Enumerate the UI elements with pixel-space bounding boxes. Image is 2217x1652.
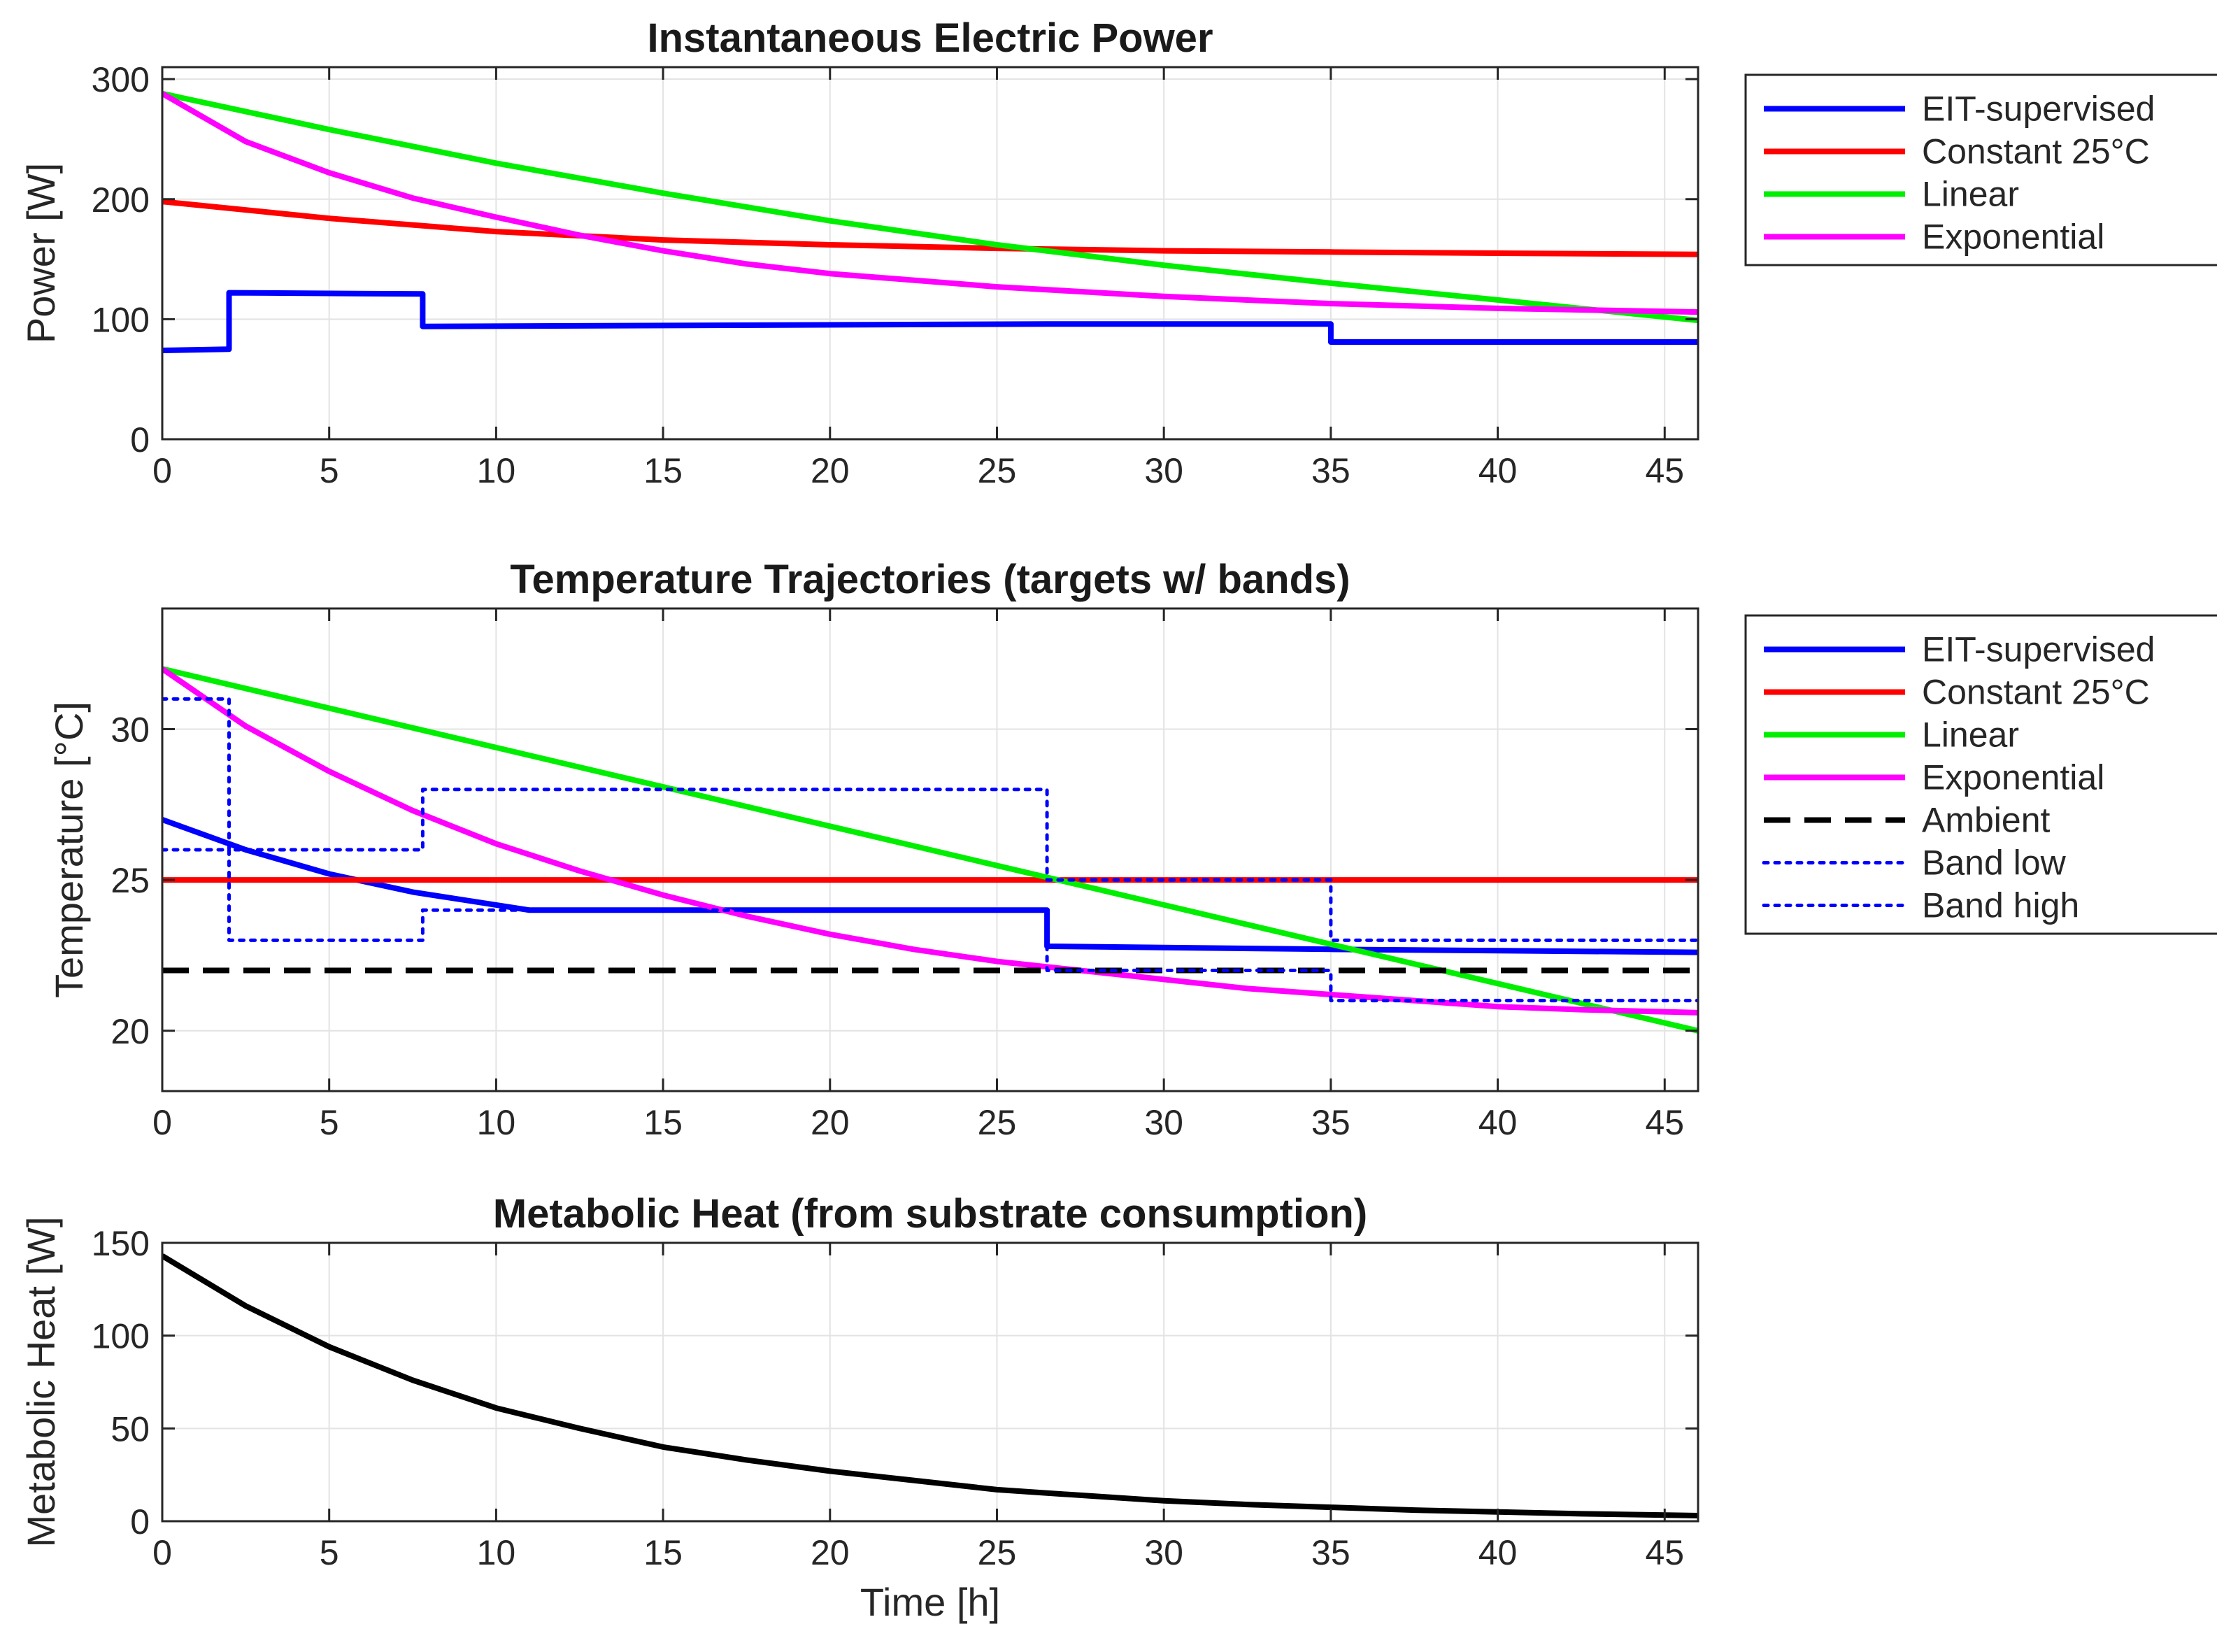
power-xtick-label: 15 xyxy=(643,451,683,490)
metabolic-xtick-label: 25 xyxy=(978,1533,1017,1572)
power-legend-label: Exponential xyxy=(1922,218,2104,257)
power-xtick-label: 30 xyxy=(1144,451,1183,490)
temperature-series-eit-supervised xyxy=(162,817,1698,955)
power-series-eit-supervised xyxy=(162,290,1698,353)
temperature-ytick-label: 25 xyxy=(111,861,150,900)
metabolic-ytick-label: 100 xyxy=(92,1317,150,1356)
power-title: Instantaneous Electric Power xyxy=(647,15,1213,61)
metabolic-series-metabolic-heat xyxy=(162,1253,1698,1518)
power-xtick-label: 20 xyxy=(811,451,850,490)
metabolic-xtick-label: 10 xyxy=(477,1533,516,1572)
metabolic-xtick-label: 15 xyxy=(643,1533,683,1572)
metabolic-xtick-label: 5 xyxy=(320,1533,339,1572)
metabolic-xtick-label: 30 xyxy=(1144,1533,1183,1572)
temperature-xtick-label: 40 xyxy=(1478,1103,1518,1142)
metabolic-xtick-label: 0 xyxy=(152,1533,172,1572)
temperature-xtick-label: 0 xyxy=(152,1103,172,1142)
power-xtick-label: 35 xyxy=(1311,451,1350,490)
power-series-linear xyxy=(162,90,1698,324)
power-ytick-label: 100 xyxy=(92,300,150,339)
temperature-ytick-label: 30 xyxy=(111,711,150,750)
temperature-series-band-high xyxy=(162,697,1698,942)
temperature-xtick-label: 20 xyxy=(811,1103,850,1142)
temperature-xtick-label: 30 xyxy=(1144,1103,1183,1142)
temperature-axes-box xyxy=(161,607,1699,1092)
metabolic-ytick-label: 50 xyxy=(111,1409,150,1448)
temperature-xtick-label: 10 xyxy=(477,1103,516,1142)
temperature-legend-label: Band low xyxy=(1922,843,2067,883)
metabolic-title: Metabolic Heat (from substrate consumpti… xyxy=(493,1191,1367,1237)
temperature-chart: 0 5 10 15 20 25 30 35 40 45 20 25 30 Temperature Traj… xyxy=(47,557,2217,1142)
temperature-legend-label: Ambient xyxy=(1922,801,2051,840)
temperature-xtick-label: 45 xyxy=(1645,1103,1684,1142)
metabolic-xlabel: Time [h] xyxy=(860,1580,1000,1624)
power-legend-label: Constant 25°C xyxy=(1922,132,2150,171)
metabolic-xtick-label: 35 xyxy=(1311,1533,1350,1572)
metabolic-xtick-label: 45 xyxy=(1645,1533,1684,1572)
power-legend-label: Linear xyxy=(1922,175,2019,214)
power-xtick-label: 10 xyxy=(477,451,516,490)
power-ytick-label: 200 xyxy=(92,180,150,220)
metabolic-axes-box xyxy=(161,1241,1699,1523)
power-legend-label: EIT-supervised xyxy=(1922,90,2155,129)
temperature-xtick-label: 25 xyxy=(978,1103,1017,1142)
power-chart: 0 5 10 15 20 25 30 35 40 45 0 100 200 300 Instantaneou… xyxy=(19,15,2217,490)
power-ytick-label: 0 xyxy=(130,420,150,460)
temperature-legend-label: Exponential xyxy=(1922,758,2104,797)
temperature-legend: EIT-supervised Constant 25°CLinearExponen… xyxy=(1744,614,2217,935)
temperature-ytick-label: 20 xyxy=(111,1012,150,1051)
power-xtick-label: 25 xyxy=(978,451,1017,490)
temperature-xtick-label: 35 xyxy=(1311,1103,1350,1142)
temperature-legend-label: Linear xyxy=(1922,715,2019,755)
temperature-legend-label: Constant 25°C xyxy=(1922,673,2150,712)
power-xtick-label: 5 xyxy=(320,451,339,490)
metabolic-chart: 0 5 10 15 20 25 30 35 40 45 0 50 100 150 Metabolic Hea… xyxy=(19,1191,1699,1624)
metabolic-xtick-label: 20 xyxy=(811,1533,850,1572)
power-series-exponential xyxy=(162,91,1698,315)
power-series-constant-25-c xyxy=(162,199,1698,257)
power-axes-box xyxy=(161,66,1699,441)
power-xtick-label: 45 xyxy=(1645,451,1684,490)
temperature-title: Temperature Trajectories (targets w/ ban… xyxy=(510,557,1350,602)
metabolic-xtick-label: 40 xyxy=(1478,1533,1518,1572)
temperature-ylabel: Temperature [°C] xyxy=(47,702,91,998)
metabolic-ytick-label: 0 xyxy=(130,1502,150,1541)
power-xtick-label: 40 xyxy=(1478,451,1518,490)
temperature-legend-label: EIT-supervised xyxy=(1922,630,2155,669)
temperature-xtick-label: 5 xyxy=(320,1103,339,1142)
power-ytick-label: 300 xyxy=(92,60,150,99)
metabolic-ytick-label: 150 xyxy=(92,1224,150,1263)
temperature-xtick-label: 15 xyxy=(643,1103,683,1142)
metabolic-ylabel: Metabolic Heat [W] xyxy=(19,1216,63,1547)
temperature-legend-label: Band high xyxy=(1922,886,2079,925)
power-ylabel: Power [W] xyxy=(19,163,63,343)
power-xtick-label: 0 xyxy=(152,451,172,490)
temperature-series-band-low xyxy=(162,848,1698,1003)
temperature-series-exponential xyxy=(162,667,1698,1016)
